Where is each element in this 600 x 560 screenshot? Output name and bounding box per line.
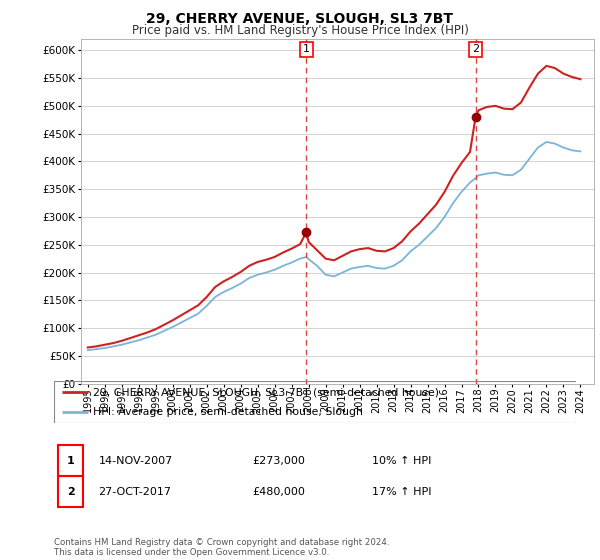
Text: 29, CHERRY AVENUE, SLOUGH, SL3 7BT (semi-detached house): 29, CHERRY AVENUE, SLOUGH, SL3 7BT (semi… [93,387,439,397]
Bar [58,445,83,477]
Text: 14-NOV-2007: 14-NOV-2007 [98,456,173,466]
Text: 29, CHERRY AVENUE, SLOUGH, SL3 7BT: 29, CHERRY AVENUE, SLOUGH, SL3 7BT [146,12,454,26]
Text: Price paid vs. HM Land Registry's House Price Index (HPI): Price paid vs. HM Land Registry's House … [131,24,469,36]
Text: £273,000: £273,000 [253,456,305,466]
Text: 1: 1 [303,44,310,54]
Text: 2: 2 [67,487,74,497]
Text: 10% ↑ HPI: 10% ↑ HPI [373,456,432,466]
Text: 27-OCT-2017: 27-OCT-2017 [98,487,172,497]
Text: HPI: Average price, semi-detached house, Slough: HPI: Average price, semi-detached house,… [93,407,363,417]
Text: £480,000: £480,000 [253,487,305,497]
Text: Contains HM Land Registry data © Crown copyright and database right 2024.
This d: Contains HM Land Registry data © Crown c… [54,538,389,557]
Text: 17% ↑ HPI: 17% ↑ HPI [373,487,432,497]
Text: 1: 1 [67,456,74,466]
Bar [58,477,83,507]
Text: 2: 2 [472,44,479,54]
